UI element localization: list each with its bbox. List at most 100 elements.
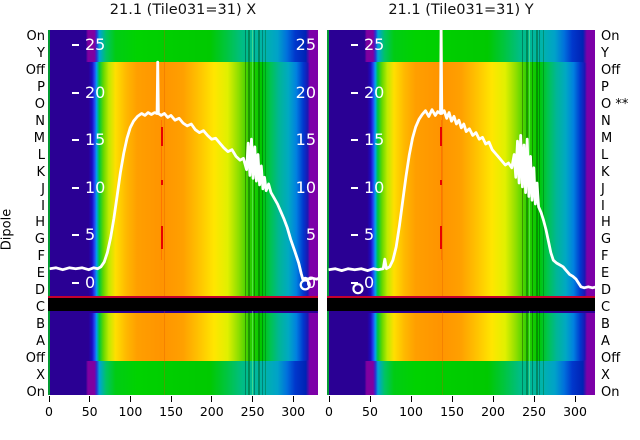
row-label-right: D — [601, 283, 612, 299]
inner-tick-label: 15 — [85, 130, 106, 150]
profile-curve — [328, 30, 595, 290]
red-dashed-line-faint — [161, 120, 163, 261]
flag-ring-marker — [299, 279, 311, 291]
column-stripe — [531, 30, 533, 395]
inner-tick-label: 15 — [364, 130, 385, 150]
panel-left-edge-line — [327, 30, 329, 395]
inner-tick-label: 20 — [85, 82, 106, 102]
row-label-left: I — [41, 198, 45, 214]
column-stripe — [542, 30, 544, 395]
row-label-left: M — [33, 130, 45, 146]
heatmap-band-lower — [48, 313, 318, 361]
inner-tick-mark — [351, 44, 358, 46]
x-tick-label: 0 — [325, 404, 333, 419]
row-label-left: On — [26, 384, 45, 400]
row-label-right: K — [601, 164, 610, 180]
x-tick-label: 150 — [440, 404, 464, 419]
column-stripe — [248, 30, 251, 395]
row-label-right: G — [601, 232, 612, 248]
row-label-left: G — [34, 232, 45, 248]
crimson-line — [48, 296, 318, 298]
x-tick-mark — [533, 396, 535, 402]
inner-tick-label: 0 — [85, 273, 96, 292]
row-label-right: L — [601, 147, 609, 163]
panel-title-x: 21.1 (Tile031=31) X — [109, 2, 257, 18]
inner-tick-mark — [351, 234, 358, 237]
row-label-left: L — [37, 147, 45, 163]
x-tick-mark — [328, 396, 330, 402]
inner-tick-label: 5 — [85, 225, 96, 245]
inner-tick-mark — [351, 186, 358, 189]
row-label-left: Off — [25, 62, 45, 78]
row-label-left: D — [34, 283, 45, 299]
inner-tick-label-right: 10 — [295, 177, 316, 197]
row-label-left: H — [35, 215, 45, 231]
inner-tick-label: 25 — [364, 35, 385, 54]
inner-tick-mark — [351, 282, 358, 284]
inner-tick-mark — [72, 234, 79, 237]
x-tick-mark — [410, 396, 412, 402]
row-label-right: Off — [601, 351, 621, 367]
x-tick-mark — [451, 396, 453, 402]
row-label-right: P — [601, 79, 609, 95]
row-label-left: P — [37, 79, 45, 95]
column-stripe — [251, 30, 253, 395]
inner-tick-label: 0 — [364, 273, 375, 292]
row-label-right: B — [601, 317, 610, 333]
x-tick-label: 300 — [281, 404, 306, 419]
red-dashed-line — [160, 225, 163, 249]
panel-title-y: 21.1 (Tile031=31) Y — [388, 2, 534, 18]
inner-tick-mark — [72, 44, 79, 46]
inner-tick-label: 10 — [364, 177, 385, 197]
column-stripe — [265, 30, 267, 395]
row-label-left: Off — [25, 351, 45, 367]
x-tick-label: 50 — [362, 404, 378, 419]
profile-curve-svg — [49, 60, 318, 291]
row-label-right: C — [601, 300, 611, 316]
x-tick-label: 200 — [199, 404, 224, 419]
crimson-line — [327, 296, 595, 298]
row-label-left: B — [36, 317, 45, 333]
heatmap-band-bottom — [48, 362, 318, 395]
row-label-right: N — [601, 113, 611, 129]
inner-tick-mark — [72, 186, 79, 189]
column-stripe — [261, 30, 263, 395]
x-tick-mark — [574, 396, 576, 402]
row-label-right: J — [601, 181, 605, 197]
x-tick-label: 150 — [159, 404, 184, 419]
row-label-right: On — [601, 384, 620, 400]
inner-tick-label: 10 — [85, 177, 106, 197]
x-tick-mark — [48, 396, 50, 402]
profile-curve-svg — [328, 30, 595, 295]
row-label-right: X — [601, 368, 610, 384]
row-label-right: I — [601, 198, 605, 214]
row-label-left: O — [34, 96, 45, 112]
profile-curve — [49, 60, 318, 281]
row-label-right: On — [601, 29, 620, 44]
row-label-right: F — [601, 249, 609, 265]
row-label-left: A — [36, 334, 45, 350]
x-tick-label: 100 — [399, 404, 423, 419]
row-label-left: K — [36, 164, 45, 180]
row-label-right: A — [601, 334, 610, 350]
inner-tick-label-right: 15 — [295, 130, 316, 150]
x-tick-label: 100 — [118, 404, 143, 419]
x-tick-mark — [89, 396, 91, 402]
inner-tick-mark — [351, 91, 358, 94]
red-dashed-line — [160, 180, 163, 185]
inner-tick-mark — [72, 91, 79, 94]
inner-tick-label: 20 — [364, 82, 385, 102]
heatmap-band-bottom — [327, 362, 595, 395]
row-label-left: E — [36, 266, 45, 282]
row-label-left: Y — [37, 45, 45, 61]
heatmap-panel-y: 25 20 15 10 5 0 — [327, 30, 595, 395]
inner-tick-label-right: 20 — [295, 82, 316, 102]
row-label-right: Off — [601, 62, 621, 78]
inner-tick-label: 5 — [364, 225, 375, 245]
inner-tick-mark — [72, 139, 79, 142]
x-tick-label: 0 — [45, 404, 53, 419]
x-tick-label: 200 — [481, 404, 505, 419]
inner-tick-label: 25 — [85, 35, 106, 54]
column-stripe — [529, 30, 531, 395]
row-label-right: O ** — [601, 96, 629, 112]
